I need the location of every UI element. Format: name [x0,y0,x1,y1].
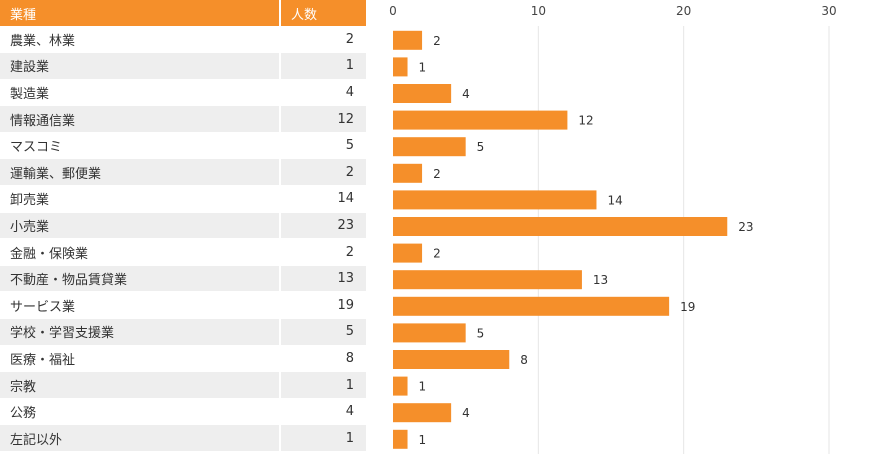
bar-value-label: 2 [433,34,441,48]
bar-value-label: 4 [462,406,470,420]
industry-name-cell: 公務 [0,398,280,426]
industry-name-cell: 宗教 [0,371,280,399]
table-row: サービス業 19 [0,291,366,320]
bar [393,243,423,263]
count-cell: 23 [279,212,366,240]
table-row: 農業、林業 2 [0,26,366,54]
count-cell: 2 [279,238,366,266]
industry-name-cell: 学校・学習支援業 [0,318,280,346]
industry-name-cell: サービス業 [0,291,280,320]
bar [393,57,408,77]
table-row: 公務 4 [0,398,366,426]
table-row: 金融・保険業 2 [0,238,366,266]
table-row: 小売業 23 [0,212,366,240]
bar [393,137,466,157]
industry-name-cell: 卸売業 [0,185,280,213]
x-tick-label: 0 [389,4,397,18]
bar [393,296,670,316]
industry-name-cell: 農業、林業 [0,26,280,54]
table-row: 医療・福祉 8 [0,345,366,373]
bar-value-label: 2 [433,247,441,261]
table-body: 農業、林業 2 建設業 1 製造業 4 情報通信業 12 マスコミ 5 運輸業、郵便業 2 卸売業 14 小… [0,26,366,452]
count-cell: 1 [279,424,366,452]
count-cell: 13 [279,265,366,293]
industry-name-cell: 建設業 [0,52,280,80]
count-cell: 2 [279,158,366,187]
bar-value-label: 13 [593,273,608,287]
x-tick-label: 10 [531,4,546,18]
count-cell: 4 [279,79,366,107]
count-cell: 5 [279,132,366,160]
bar [393,270,582,290]
count-cell: 8 [279,345,366,373]
industry-name-cell: 左記以外 [0,424,280,452]
bar-value-label: 23 [738,220,753,234]
industry-name-cell: 情報通信業 [0,105,280,133]
bar-value-label: 1 [419,380,427,394]
x-tick-label: 30 [821,4,836,18]
table-row: 運輸業、郵便業 2 [0,158,366,187]
table-row: 情報通信業 12 [0,105,366,133]
bar [393,217,728,236]
industry-name-cell: 小売業 [0,212,280,240]
x-axis-ticks: 0 10 20 30 [389,4,836,18]
header-industry: 業種 [0,0,281,26]
industry-name-cell: 医療・福祉 [0,345,280,373]
count-cell: 1 [279,371,366,399]
table-row: 不動産・物品賃貸業 13 [0,265,366,293]
industry-name-cell: 金融・保険業 [0,238,280,266]
table-row: マスコミ 5 [0,132,366,160]
bars [393,30,728,449]
bar [393,30,423,50]
bar [393,403,452,423]
table-row: 卸売業 14 [0,185,366,213]
count-cell: 19 [279,291,366,320]
table-row: 建設業 1 [0,52,366,80]
bar-value-label: 5 [477,326,485,340]
count-cell: 5 [279,318,366,346]
count-cell: 2 [279,26,366,54]
bar-value-label: 1 [419,60,427,74]
bar [393,350,510,369]
bar [393,429,408,449]
bar-value-label: 4 [462,87,470,101]
x-tick-label: 20 [676,4,691,18]
industry-name-cell: 運輸業、郵便業 [0,158,280,187]
industry-name-cell: 不動産・物品賃貸業 [0,265,280,293]
bar-value-label: 14 [607,193,622,207]
bar [393,163,423,183]
bar-value-label: 1 [419,433,427,447]
bar-value-label: 8 [520,353,528,367]
count-cell: 4 [279,398,366,426]
table-row: 製造業 4 [0,79,366,107]
grid-lines [537,26,830,454]
count-cell: 12 [279,105,366,133]
bar [393,84,452,103]
table-row: 左記以外 1 [0,424,366,452]
count-cell: 1 [279,52,366,80]
bar [393,376,408,396]
industry-name-cell: マスコミ [0,132,280,160]
bar-value-label: 12 [578,114,593,128]
bar [393,190,597,210]
bar [393,323,466,343]
industry-table: 業種 人数 農業、林業 2 建設業 1 製造業 4 情報通信業 12 マスコミ 5 運輸業、郵便業 2… [0,0,366,452]
table-row: 宗教 1 [0,371,366,399]
header-count: 人数 [280,0,366,26]
bar-value-label: 2 [433,167,441,181]
industry-name-cell: 製造業 [0,79,280,107]
count-cell: 14 [279,185,366,213]
bar [393,110,568,130]
bar-value-label: 5 [477,140,485,154]
bar-value-label: 19 [680,300,695,314]
table-row: 学校・学習支援業 5 [0,318,366,346]
table-header-row: 業種 人数 [0,0,366,26]
